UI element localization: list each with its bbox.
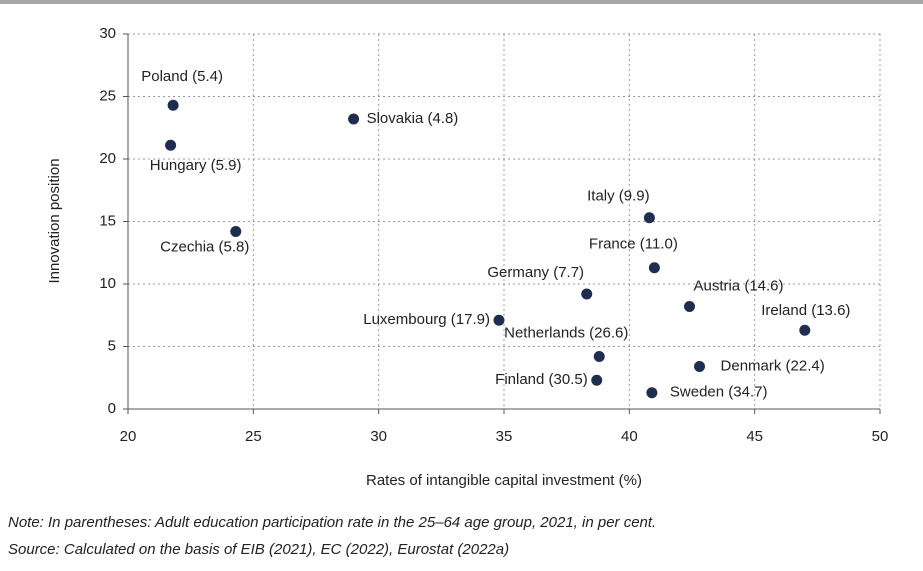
y-axis-label: Innovation position [46,158,63,283]
y-tick-label: 5 [108,337,116,354]
x-tick-label: 25 [245,428,262,445]
point [648,262,660,274]
y-tick-label: 25 [99,87,116,104]
point-label: Luxembourg (17.9) [363,311,490,328]
point [694,361,706,372]
point [348,113,360,125]
point-label: Czechia (5.8) [160,238,249,255]
point [581,288,593,300]
point [493,314,505,326]
x-tick-label: 30 [370,428,387,445]
x-tick-label: 45 [746,428,763,445]
point-label: Finland (30.5) [495,371,588,388]
point [165,139,177,151]
y-tick-label: 20 [99,150,116,167]
point-label: Netherlands (26.6) [504,324,628,341]
x-tick-label: 35 [496,428,513,445]
point-label: Hungary (5.9) [150,157,242,174]
point [646,387,658,399]
point-label: Denmark (22.4) [721,357,825,374]
point-label: France (11.0) [589,236,678,253]
y-tick-label: 30 [99,25,116,42]
point [167,99,179,111]
y-tick-label: 10 [99,275,116,292]
point [593,351,605,362]
y-tick-label: 0 [108,400,116,417]
point [799,324,811,336]
x-tick-label: 40 [621,428,638,445]
top-bar [0,0,923,4]
point-label: Germany (7.7) [487,264,584,281]
point-label: Poland (5.4) [141,68,223,85]
point-label: Sweden (34.7) [670,384,768,401]
point-label: Italy (9.9) [587,188,650,205]
point-label: Ireland (13.6) [761,302,850,319]
y-tick-label: 15 [99,212,116,229]
source: Source: Calculated on the basis of EIB (… [8,541,509,558]
x-tick-label: 20 [120,428,137,445]
point [683,301,695,312]
point [591,374,603,386]
point [643,212,655,224]
point-label: Austria (14.6) [693,277,783,294]
x-tick-label: 50 [872,428,889,445]
x-axis-label: Rates of intangible capital investment (… [366,472,642,489]
note: Note: In parentheses: Adult education pa… [8,514,656,531]
point [230,226,242,237]
point-label: Slovakia (4.8) [367,110,459,127]
